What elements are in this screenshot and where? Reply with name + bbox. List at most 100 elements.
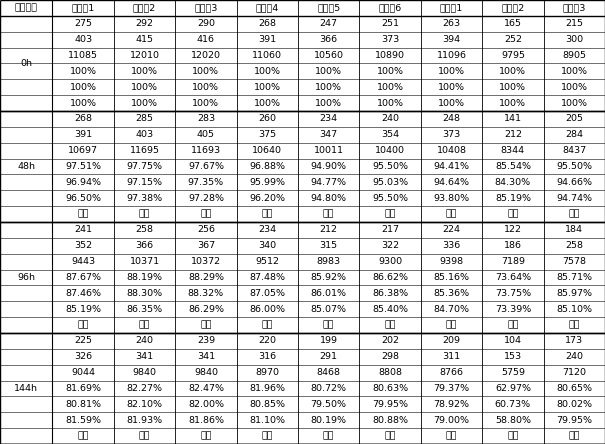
Text: 258: 258 [565, 241, 583, 250]
Text: 8437: 8437 [562, 146, 586, 155]
Text: 9840: 9840 [132, 368, 157, 377]
Text: 275: 275 [74, 19, 92, 28]
Text: 96.20%: 96.20% [249, 194, 286, 203]
Text: 94.90%: 94.90% [311, 162, 347, 171]
Text: 10408: 10408 [436, 146, 466, 155]
Text: 81.59%: 81.59% [65, 416, 101, 425]
Text: 209: 209 [442, 337, 460, 345]
Text: 85.36%: 85.36% [433, 289, 469, 298]
Text: 良好: 良好 [384, 321, 396, 329]
Text: 实施例5: 实施例5 [317, 4, 341, 12]
Text: 94.41%: 94.41% [434, 162, 469, 171]
Text: 88.19%: 88.19% [126, 273, 163, 282]
Text: 7189: 7189 [501, 257, 525, 266]
Text: 73.75%: 73.75% [495, 289, 531, 298]
Text: 95.50%: 95.50% [372, 194, 408, 203]
Text: 415: 415 [136, 35, 154, 44]
Text: 100%: 100% [499, 99, 526, 107]
Text: 58.80%: 58.80% [495, 416, 531, 425]
Text: 100%: 100% [561, 83, 588, 92]
Text: 100%: 100% [561, 99, 588, 107]
Text: 良好: 良好 [200, 321, 212, 329]
Text: 82.10%: 82.10% [126, 400, 163, 409]
Text: 298: 298 [381, 352, 399, 361]
Text: 82.47%: 82.47% [188, 384, 224, 393]
Text: 87.48%: 87.48% [249, 273, 286, 282]
Text: 73.64%: 73.64% [495, 273, 531, 282]
Text: 87.05%: 87.05% [249, 289, 286, 298]
Text: 391: 391 [74, 130, 92, 139]
Text: 96.88%: 96.88% [249, 162, 286, 171]
Text: 85.97%: 85.97% [557, 289, 592, 298]
Text: 84.70%: 84.70% [434, 305, 469, 314]
Text: 100%: 100% [438, 99, 465, 107]
Text: 9795: 9795 [501, 51, 525, 60]
Text: 292: 292 [136, 19, 154, 28]
Text: 良好: 良好 [323, 432, 335, 440]
Text: 100%: 100% [192, 83, 220, 92]
Text: 234: 234 [319, 115, 338, 123]
Text: 60.73%: 60.73% [495, 400, 531, 409]
Text: 100%: 100% [254, 83, 281, 92]
Text: 82.00%: 82.00% [188, 400, 224, 409]
Text: 93.80%: 93.80% [433, 194, 469, 203]
Text: 7578: 7578 [562, 257, 586, 266]
Text: 173: 173 [565, 337, 583, 345]
Text: 10372: 10372 [191, 257, 221, 266]
Text: 10371: 10371 [129, 257, 160, 266]
Text: 80.63%: 80.63% [372, 384, 408, 393]
Text: 实施例3: 实施例3 [194, 4, 218, 12]
Text: 95.03%: 95.03% [372, 178, 408, 187]
Text: 73.39%: 73.39% [495, 305, 531, 314]
Text: 10560: 10560 [314, 51, 344, 60]
Text: 311: 311 [442, 352, 460, 361]
Text: 260: 260 [258, 115, 276, 123]
Text: 391: 391 [258, 35, 276, 44]
Text: 良好: 良好 [569, 210, 580, 218]
Text: 起皮: 起皮 [507, 321, 518, 329]
Text: 95.50%: 95.50% [557, 162, 592, 171]
Text: 336: 336 [442, 241, 460, 250]
Text: 48h: 48h [17, 162, 35, 171]
Text: 100%: 100% [561, 67, 588, 76]
Text: 366: 366 [319, 35, 338, 44]
Text: 80.02%: 80.02% [557, 400, 592, 409]
Text: 100%: 100% [131, 67, 158, 76]
Text: 87.46%: 87.46% [65, 289, 101, 298]
Text: 100%: 100% [254, 99, 281, 107]
Text: 186: 186 [504, 241, 522, 250]
Text: 240: 240 [565, 352, 583, 361]
Text: 实施例2: 实施例2 [133, 4, 156, 12]
Text: 10640: 10640 [252, 146, 283, 155]
Text: 良好: 良好 [139, 432, 150, 440]
Text: 86.00%: 86.00% [249, 305, 286, 314]
Text: 100%: 100% [438, 67, 465, 76]
Text: 85.92%: 85.92% [311, 273, 347, 282]
Text: 239: 239 [197, 337, 215, 345]
Text: 100%: 100% [131, 99, 158, 107]
Text: 403: 403 [74, 35, 92, 44]
Text: 8970: 8970 [255, 368, 280, 377]
Text: 285: 285 [136, 115, 154, 123]
Text: 375: 375 [258, 130, 276, 139]
Text: 10400: 10400 [375, 146, 405, 155]
Text: 220: 220 [258, 337, 276, 345]
Text: 11695: 11695 [129, 146, 160, 155]
Text: 97.15%: 97.15% [126, 178, 163, 187]
Text: 80.65%: 80.65% [557, 384, 592, 393]
Text: 100%: 100% [499, 67, 526, 76]
Text: 100%: 100% [315, 99, 342, 107]
Text: 416: 416 [197, 35, 215, 44]
Text: 5759: 5759 [501, 368, 525, 377]
Text: 97.51%: 97.51% [65, 162, 101, 171]
Text: 80.72%: 80.72% [311, 384, 347, 393]
Text: 212: 212 [504, 130, 522, 139]
Text: 212: 212 [319, 226, 338, 234]
Text: 9398: 9398 [439, 257, 463, 266]
Text: 256: 256 [197, 226, 215, 234]
Text: 良好: 良好 [200, 432, 212, 440]
Text: 79.95%: 79.95% [372, 400, 408, 409]
Text: 86.35%: 86.35% [126, 305, 163, 314]
Text: 对比例3: 对比例3 [563, 4, 586, 12]
Text: 300: 300 [565, 35, 583, 44]
